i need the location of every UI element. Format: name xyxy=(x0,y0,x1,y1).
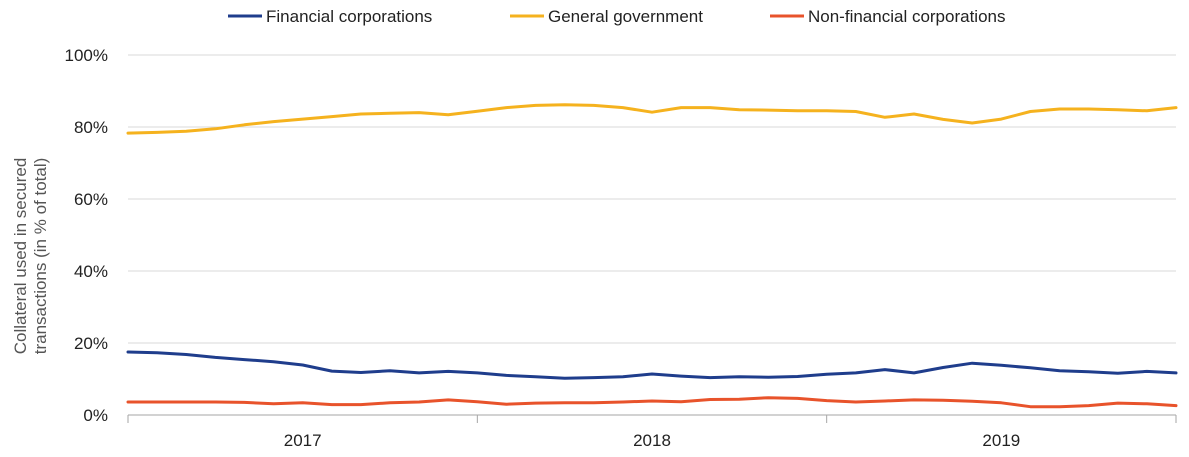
x-tick-label: 2018 xyxy=(633,431,671,450)
series-line-general-government xyxy=(126,103,1178,135)
x-tick-label: 2019 xyxy=(982,431,1020,450)
x-axis: 2017 2018 2019 xyxy=(127,414,1177,450)
series-line-financial-corporations xyxy=(126,350,1178,380)
y-tick-label: 60% xyxy=(74,190,108,209)
y-tick-label: 0% xyxy=(83,406,108,425)
legend: Financial corporations General government… xyxy=(228,7,1006,26)
legend-label-general-government: General government xyxy=(548,7,703,26)
series-lines xyxy=(126,103,1178,409)
x-tick-label: 2017 xyxy=(284,431,322,450)
y-axis-ticks: 0% 20% 40% 60% 80% 100% xyxy=(65,46,108,425)
y-axis-title: Collateral used in secured transactions … xyxy=(11,158,50,355)
legend-label-financial-corporations: Financial corporations xyxy=(266,7,432,26)
y-axis-title-line-2: transactions (in % of total) xyxy=(31,158,50,355)
y-tick-label: 80% xyxy=(74,118,108,137)
y-tick-label: 20% xyxy=(74,334,108,353)
y-tick-label: 100% xyxy=(65,46,108,65)
gridlines xyxy=(128,54,1176,344)
legend-label-non-financial-corporations: Non-financial corporations xyxy=(808,7,1006,26)
y-tick-label: 40% xyxy=(74,262,108,281)
y-axis-title-line-1: Collateral used in secured xyxy=(11,158,30,355)
series-line-non-financial-corporations xyxy=(126,396,1178,409)
